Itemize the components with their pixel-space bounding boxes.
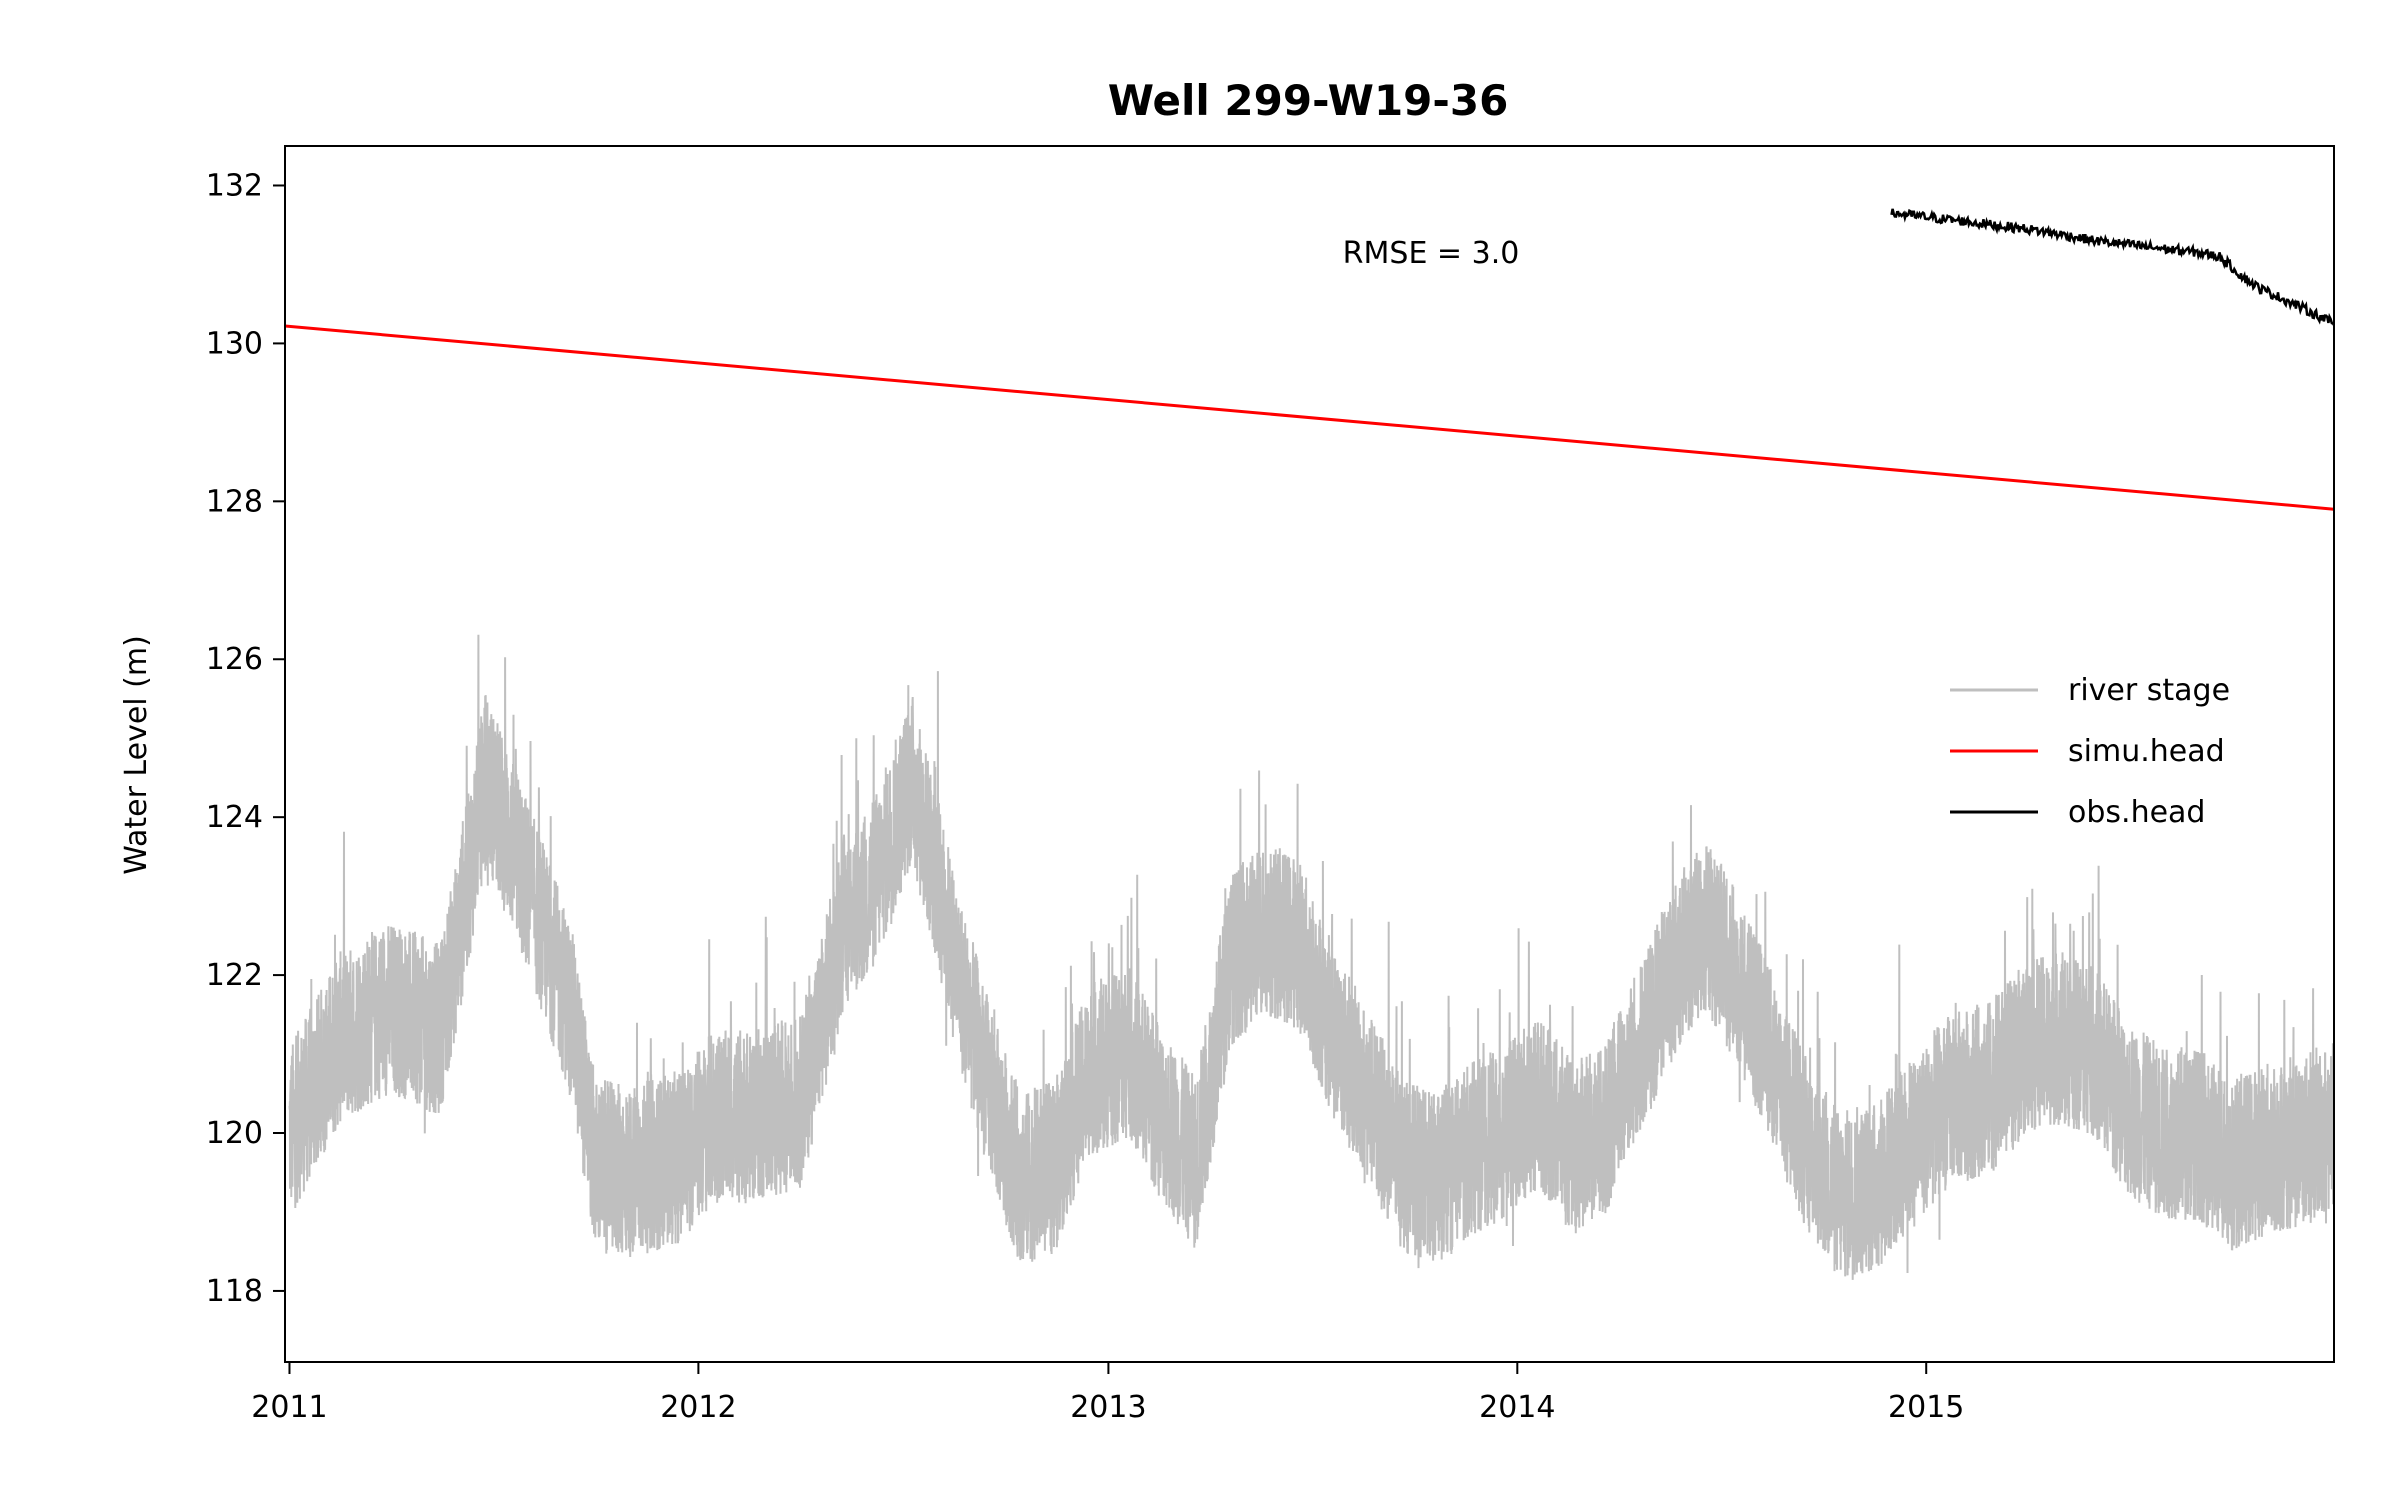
y-tick-label: 118	[206, 1274, 263, 1309]
y-axis-label: Water Level (m)	[119, 635, 154, 875]
y-tick-label: 126	[206, 642, 263, 677]
series-line-obs-head	[1890, 208, 2334, 326]
series-line-simu-head	[285, 324, 2334, 511]
y-tick-label: 130	[206, 326, 263, 361]
x-tick-label: 2015	[1888, 1390, 1964, 1425]
y-tick-label: 120	[206, 1116, 263, 1151]
axes: 118 120 122 124 126 128 130 132 2011 2012 2013 2014…	[206, 168, 1965, 1425]
series-line-river-stage	[288, 634, 2334, 1280]
legend-label-obs-head: obs.head	[2068, 795, 2205, 830]
series-layer	[285, 208, 2334, 1280]
chart-title: Well 299-W19-36	[1108, 76, 1509, 125]
plot-frame	[284, 145, 2335, 1363]
legend-label-river-stage: river stage	[2068, 673, 2230, 708]
x-tick-label: 2014	[1479, 1390, 1555, 1425]
rmse-annotation: RMSE = 3.0	[1343, 236, 1520, 271]
y-tick-label: 122	[206, 958, 263, 993]
x-tick-label: 2013	[1070, 1390, 1146, 1425]
x-tick-label: 2012	[660, 1390, 736, 1425]
y-tick-label: 132	[206, 168, 263, 203]
y-tick-label: 128	[206, 484, 263, 519]
x-tick-label: 2011	[251, 1390, 327, 1425]
legend-label-simu-head: simu.head	[2068, 734, 2225, 769]
y-tick-label: 124	[206, 800, 263, 835]
legend: river stage simu.head obs.head	[1950, 673, 2230, 830]
